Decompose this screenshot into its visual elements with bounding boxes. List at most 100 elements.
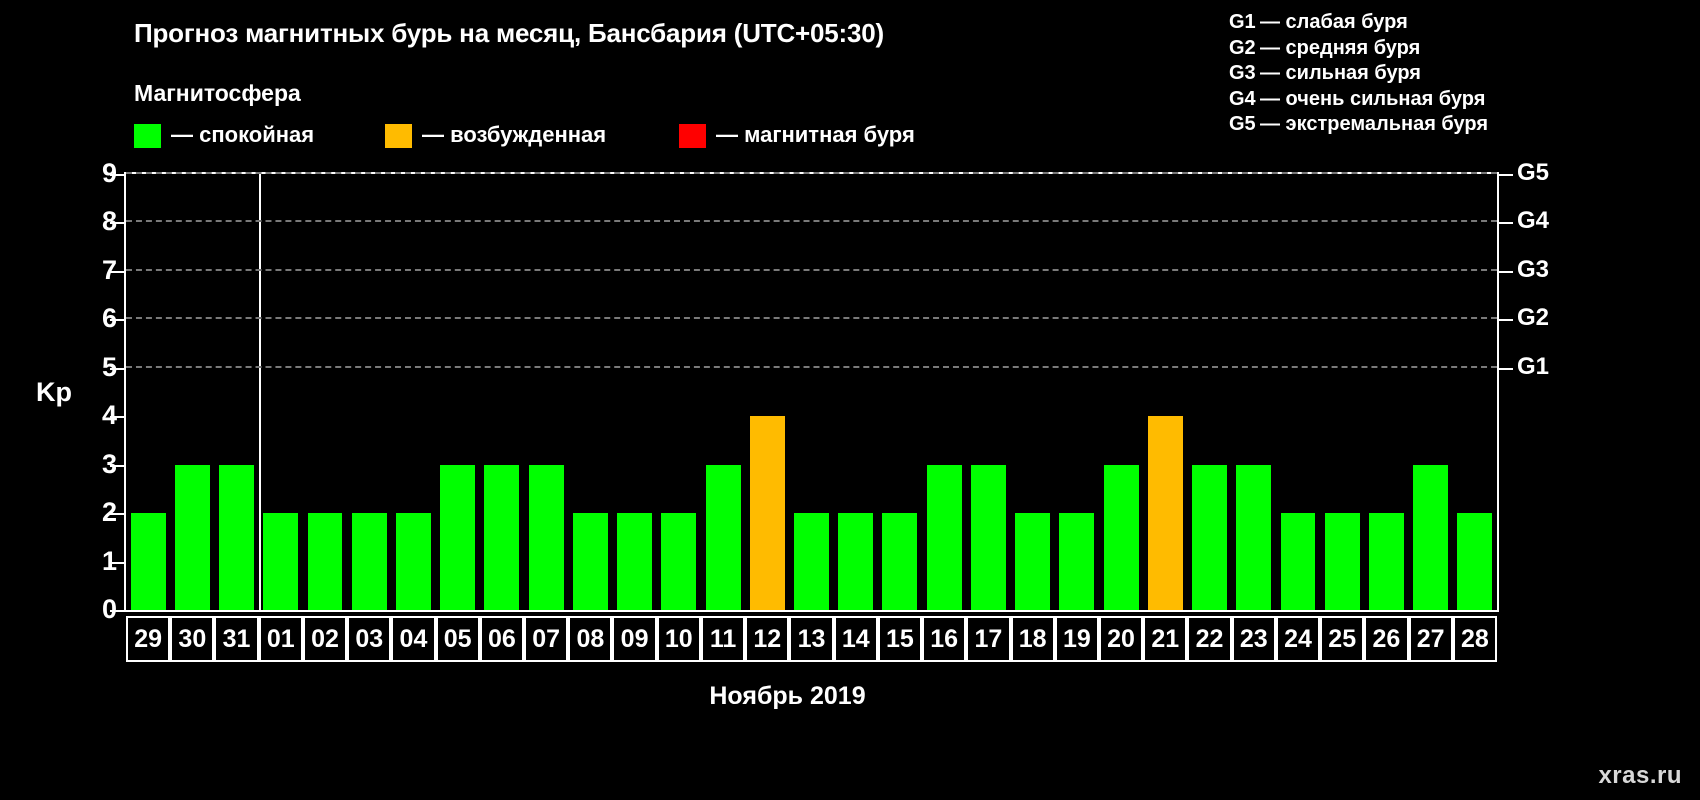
kp-tick-label-3: 3 (101, 448, 117, 479)
g-tick-label-g4: G4 (1517, 207, 1550, 235)
kp-axis-label: Kp (36, 377, 72, 407)
day-label-25[interactable]: 25 (1320, 616, 1365, 662)
plot-inner (126, 172, 1497, 610)
g-legend-row-g1: G1— слабая буря (1229, 10, 1699, 36)
bar-day-04[interactable] (395, 513, 431, 610)
day-label-13[interactable]: 13 (789, 616, 834, 662)
bar-day-19[interactable] (1059, 513, 1095, 610)
day-label-05[interactable]: 05 (435, 616, 480, 662)
kp-tick-mark-5 (110, 367, 124, 370)
day-label-27[interactable]: 27 (1408, 616, 1453, 662)
day-label-12[interactable]: 12 (745, 616, 790, 662)
g-legend-row-g2: G2— средняя буря (1229, 36, 1699, 62)
bar-day-24[interactable] (1280, 513, 1316, 610)
kp-tick-mark-0 (110, 610, 124, 612)
day-label-03[interactable]: 03 (347, 616, 392, 662)
g-legend-text-g1: — слабая буря (1260, 11, 1408, 33)
bar-day-11[interactable] (705, 464, 741, 610)
bar-day-14[interactable] (838, 513, 874, 610)
bar-day-30[interactable] (174, 464, 210, 610)
bar-day-15[interactable] (882, 513, 918, 610)
bar-day-21[interactable] (1147, 416, 1183, 610)
bar-day-10[interactable] (661, 513, 697, 610)
bar-day-07[interactable] (528, 464, 564, 610)
gridline-kp-8 (126, 220, 1497, 223)
day-label-14[interactable]: 14 (833, 616, 878, 662)
g-legend-code-g4: G4 (1229, 87, 1256, 110)
day-label-20[interactable]: 20 (1098, 616, 1144, 662)
day-label-18[interactable]: 18 (1010, 616, 1055, 662)
day-label-11[interactable]: 11 (700, 616, 746, 662)
bar-day-06[interactable] (484, 464, 520, 610)
page-title: Прогноз магнитных бурь на месяц, Бансбар… (134, 18, 884, 48)
bar-day-28[interactable] (1457, 513, 1493, 610)
kp-tick-label-2: 2 (101, 497, 117, 528)
gridline-kp-9 (126, 172, 1497, 174)
bar-day-13[interactable] (794, 513, 829, 610)
bar-day-25[interactable] (1324, 513, 1360, 610)
kp-tick-mark-3 (110, 464, 124, 467)
bar-day-20[interactable] (1103, 464, 1139, 610)
g-scale-legend: G1— слабая буря G2— средняя буря G3— сильн… (1229, 10, 1699, 138)
g-tick-mark-g1 (1499, 367, 1513, 370)
g-legend-code-g1: G1 (1229, 11, 1256, 33)
day-label-09[interactable]: 09 (612, 616, 657, 662)
g-tick-mark-g5 (1499, 174, 1513, 176)
day-label-21[interactable]: 21 (1143, 616, 1188, 662)
bar-day-02[interactable] (307, 513, 343, 610)
day-label-23[interactable]: 23 (1231, 616, 1276, 662)
bar-day-18[interactable] (1015, 513, 1051, 610)
legend-label-storm: — магнитная буря (716, 122, 915, 147)
gridline-kp-5 (126, 365, 1497, 368)
legend-swatch-unsettled-icon (385, 124, 412, 148)
day-label-24[interactable]: 24 (1275, 616, 1321, 662)
g-legend-row-g4: G4— очень сильная буря (1229, 87, 1699, 113)
day-label-04[interactable]: 04 (391, 616, 436, 662)
kp-tick-label-9: 9 (101, 158, 117, 188)
day-label-07[interactable]: 07 (524, 616, 569, 662)
g-legend-code-g5: G5 (1229, 113, 1256, 136)
day-label-10[interactable]: 10 (656, 616, 701, 662)
day-label-19[interactable]: 19 (1054, 616, 1099, 662)
g-tick-label-g1: G1 (1517, 352, 1550, 380)
kp-tick-label-8: 8 (101, 206, 117, 237)
bar-day-26[interactable] (1368, 513, 1404, 610)
legend-item-quiet: — спокойная (134, 122, 314, 149)
bar-day-16[interactable] (926, 464, 962, 610)
bar-day-27[interactable] (1413, 464, 1449, 610)
day-label-02[interactable]: 02 (302, 616, 348, 662)
g-tick-mark-g2 (1499, 319, 1513, 322)
bar-day-05[interactable] (440, 464, 476, 610)
g-tick-mark-g3 (1499, 270, 1513, 273)
day-label-08[interactable]: 08 (568, 616, 613, 662)
g-legend-text-g2: — средняя буря (1260, 36, 1421, 59)
bar-day-23[interactable] (1236, 464, 1272, 610)
bar-day-08[interactable] (572, 513, 608, 610)
bar-day-17[interactable] (970, 464, 1006, 610)
kp-tick-label-7: 7 (101, 254, 117, 285)
bar-day-29[interactable] (130, 513, 166, 610)
legend-label-unsettled: — возбужденная (422, 122, 607, 147)
bar-day-09[interactable] (617, 513, 653, 610)
day-label-30[interactable]: 30 (170, 616, 215, 662)
kp-tick-label-1: 1 (101, 545, 117, 576)
bar-day-03[interactable] (351, 513, 387, 610)
bar-day-31[interactable] (219, 464, 255, 610)
day-label-01[interactable]: 01 (258, 616, 303, 662)
day-label-06[interactable]: 06 (479, 616, 525, 662)
kp-tick-mark-7 (110, 270, 124, 273)
day-label-26[interactable]: 26 (1364, 616, 1409, 662)
g-tick-mark-g4 (1499, 222, 1513, 225)
bar-day-01[interactable] (263, 513, 299, 610)
bar-day-12[interactable] (749, 416, 785, 610)
day-label-22[interactable]: 22 (1187, 616, 1232, 662)
day-label-17[interactable]: 17 (966, 616, 1011, 662)
day-label-16[interactable]: 16 (922, 616, 967, 662)
day-label-29[interactable]: 29 (126, 616, 171, 662)
bar-day-22[interactable] (1192, 464, 1227, 610)
day-label-15[interactable]: 15 (877, 616, 923, 662)
day-label-28[interactable]: 28 (1452, 616, 1497, 662)
day-label-31[interactable]: 31 (214, 616, 259, 662)
gridline-kp-7 (126, 268, 1497, 271)
watermark: xras.ru (1598, 762, 1682, 789)
